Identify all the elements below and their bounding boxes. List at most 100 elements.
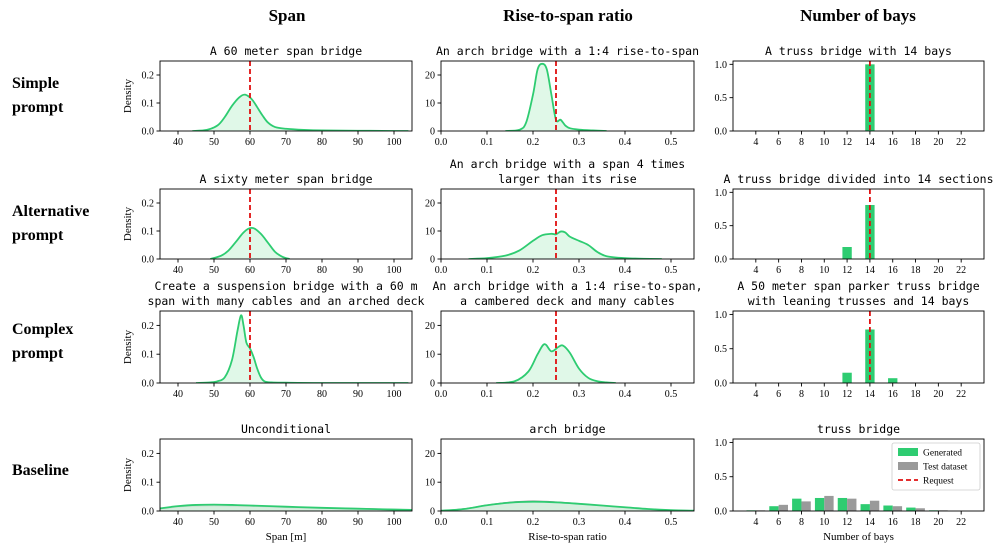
plot-area bbox=[865, 61, 875, 131]
generated-density-curve bbox=[441, 500, 694, 511]
y-tick-label: 1.0 bbox=[715, 60, 728, 71]
x-tick-label: 10 bbox=[819, 517, 829, 528]
panel-r3-c0: 40 50 60 70 80 90 100 0.0 0.1 0.2 Density Span [m] U… bbox=[122, 422, 413, 543]
row-label: prompt bbox=[12, 345, 64, 362]
generated-density-fill bbox=[505, 63, 607, 131]
plot-area bbox=[441, 500, 694, 511]
x-tick-label: 0.2 bbox=[527, 137, 540, 148]
panel-title: larger than its rise bbox=[498, 172, 637, 186]
x-tick-label: 80 bbox=[317, 517, 327, 528]
plot-area bbox=[842, 189, 875, 259]
y-axis-label: Density bbox=[122, 457, 134, 492]
x-tick-label: 6 bbox=[776, 137, 781, 148]
x-tick-label: 14 bbox=[865, 517, 875, 528]
plot-area bbox=[160, 503, 412, 511]
generated-density-fill bbox=[196, 315, 409, 383]
column-headers: Span Rise-to-span ratio Number of bays bbox=[269, 6, 917, 25]
x-tick-label: 18 bbox=[911, 265, 921, 276]
x-tick-label: 0.5 bbox=[665, 389, 678, 400]
legend-swatch-generated bbox=[898, 448, 918, 456]
test-bar bbox=[824, 495, 834, 511]
x-tick-label: 8 bbox=[799, 389, 804, 400]
x-tick-label: 0.1 bbox=[481, 137, 494, 148]
x-tick-label: 70 bbox=[281, 389, 291, 400]
generated-bar bbox=[842, 247, 852, 259]
x-tick-label: 60 bbox=[245, 389, 255, 400]
x-tick-label: 0.5 bbox=[665, 517, 678, 528]
x-axis-label: Span [m] bbox=[266, 531, 307, 543]
x-tick-label: 10 bbox=[819, 389, 829, 400]
x-tick-label: 60 bbox=[245, 137, 255, 148]
row-label: Alternative bbox=[12, 203, 89, 220]
legend-label: Generated bbox=[923, 449, 962, 459]
y-tick-label: 0 bbox=[430, 379, 435, 390]
x-tick-label: 16 bbox=[888, 137, 898, 148]
x-tick-label: 70 bbox=[281, 137, 291, 148]
x-tick-label: 0.0 bbox=[435, 137, 448, 148]
x-tick-label: 12 bbox=[842, 389, 852, 400]
x-tick-label: 8 bbox=[799, 517, 804, 528]
plot-area bbox=[842, 311, 898, 383]
x-tick-label: 40 bbox=[173, 137, 183, 148]
x-tick-label: 20 bbox=[933, 137, 943, 148]
generated-density-curve bbox=[496, 343, 616, 383]
y-tick-label: 1.0 bbox=[715, 310, 728, 321]
generated-density-curve bbox=[468, 230, 662, 259]
plot-area bbox=[496, 311, 616, 383]
x-tick-label: 6 bbox=[776, 265, 781, 276]
panel-title: A truss bridge with 14 bays bbox=[765, 44, 952, 58]
x-tick-label: 18 bbox=[911, 137, 921, 148]
test-bar bbox=[801, 501, 811, 511]
x-tick-label: 20 bbox=[933, 265, 943, 276]
generated-density-curve bbox=[160, 503, 412, 511]
x-tick-label: 90 bbox=[353, 389, 363, 400]
y-tick-label: 0.2 bbox=[142, 71, 155, 82]
panel-r2-c2: 4 6 8 10 12 14 16 18 20 22 0.0 0.5 1.0 A 50 meter spa… bbox=[715, 279, 985, 400]
generated-bar bbox=[769, 506, 779, 511]
y-tick-label: 0.5 bbox=[715, 472, 728, 483]
y-tick-label: 10 bbox=[425, 227, 435, 238]
generated-density-fill bbox=[160, 504, 412, 511]
y-tick-label: 0.0 bbox=[715, 507, 728, 518]
generated-bar bbox=[888, 378, 898, 383]
row-label: prompt bbox=[12, 227, 64, 244]
panel-title: A truss bridge divided into 14 sections bbox=[723, 172, 993, 186]
row-label: Simple bbox=[12, 75, 59, 92]
x-tick-label: 40 bbox=[173, 265, 183, 276]
panel-r2-c1: 0.0 0.1 0.2 0.3 0.4 0.5 0 10 20 An arch bridge wi… bbox=[425, 279, 703, 400]
x-tick-label: 4 bbox=[753, 517, 758, 528]
x-tick-label: 80 bbox=[317, 389, 327, 400]
x-tick-label: 60 bbox=[245, 517, 255, 528]
y-tick-label: 20 bbox=[425, 321, 435, 332]
y-tick-label: 0.1 bbox=[142, 99, 155, 110]
panel-title: A 60 meter span bridge bbox=[210, 44, 362, 58]
plot-area bbox=[210, 189, 290, 259]
test-bar bbox=[847, 498, 857, 511]
generated-bar bbox=[906, 507, 916, 511]
x-tick-label: 16 bbox=[888, 389, 898, 400]
y-tick-label: 0 bbox=[430, 127, 435, 138]
x-tick-label: 8 bbox=[799, 137, 804, 148]
x-tick-label: 0.1 bbox=[481, 517, 494, 528]
x-tick-label: 0.5 bbox=[665, 137, 678, 148]
x-tick-label: 90 bbox=[353, 265, 363, 276]
panel-r2-c0: 40 50 60 70 80 90 100 0.0 0.1 0.2 Density Create a … bbox=[122, 279, 425, 400]
generated-density-fill bbox=[210, 227, 290, 259]
x-tick-label: 14 bbox=[865, 137, 875, 148]
axes-frame bbox=[159, 438, 413, 512]
axes-frame bbox=[440, 188, 695, 260]
x-tick-label: 12 bbox=[842, 265, 852, 276]
y-tick-label: 0.1 bbox=[142, 227, 155, 238]
axes-frame bbox=[159, 60, 413, 132]
generated-density-curve bbox=[210, 226, 290, 259]
y-tick-label: 0.5 bbox=[715, 344, 728, 355]
test-bar bbox=[869, 500, 880, 511]
axes-frame bbox=[159, 188, 413, 260]
y-tick-label: 20 bbox=[425, 71, 435, 82]
axes-frame bbox=[440, 310, 695, 384]
panel-title: a cambered deck and many cables bbox=[460, 294, 675, 308]
panel-r0-c0: 40 50 60 70 80 90 100 0.0 0.1 0.2 Density A 60 mete… bbox=[122, 44, 413, 148]
row-labels: Simple prompt Alternative prompt Complex prom… bbox=[12, 75, 89, 479]
generated-density-curve bbox=[192, 93, 409, 131]
x-tick-label: 0.4 bbox=[619, 137, 632, 148]
